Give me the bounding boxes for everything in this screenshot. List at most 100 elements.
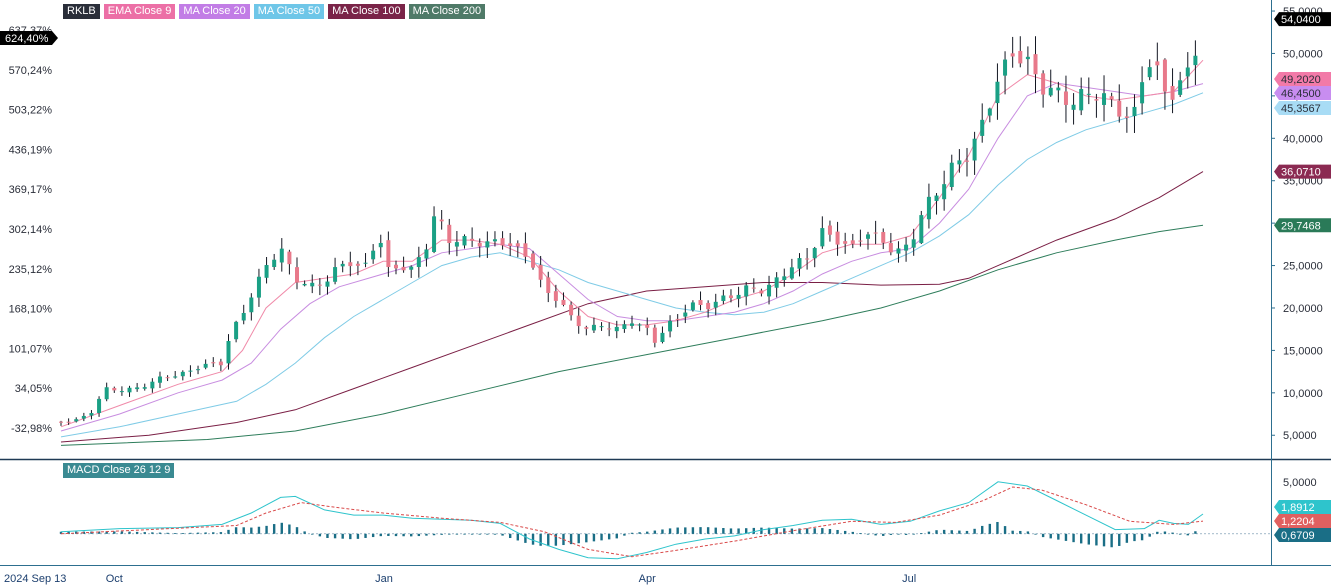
candle-down bbox=[165, 377, 170, 379]
macd-axis-tick: 5,0000 bbox=[1283, 477, 1317, 489]
legend-item-ma-close-100[interactable]: MA Close 100 bbox=[328, 4, 405, 19]
candle-down bbox=[751, 287, 756, 289]
candle-down bbox=[607, 328, 612, 330]
ma200-value-tag-bg bbox=[1274, 218, 1331, 233]
histogram-value-tag-bg bbox=[1274, 528, 1331, 542]
macd-histogram-bar bbox=[326, 533, 329, 538]
macd-histogram-bar bbox=[303, 531, 306, 534]
macd-histogram-bar bbox=[1133, 533, 1136, 542]
macd-histogram-bar bbox=[607, 533, 611, 540]
candle-up bbox=[744, 285, 749, 297]
ma20-value-tag: 46,4500 bbox=[1281, 88, 1321, 100]
macd-histogram-bar bbox=[250, 527, 253, 534]
legend-item-ma-close-50[interactable]: MA Close 50 bbox=[253, 4, 325, 19]
ma20-value-tag-bg bbox=[1274, 86, 1331, 100]
macd-histogram-bar bbox=[486, 533, 489, 535]
candle-down bbox=[218, 361, 223, 366]
candle-up bbox=[926, 196, 931, 220]
candle-up bbox=[774, 277, 779, 288]
macd-histogram-bar bbox=[288, 524, 291, 534]
macd-histogram-bar bbox=[1026, 531, 1030, 534]
macd-histogram-bar bbox=[204, 532, 207, 534]
candle-down bbox=[1063, 91, 1068, 105]
candle-up bbox=[1025, 56, 1030, 60]
macd-legend[interactable]: MACD Close 26 12 9 bbox=[63, 463, 175, 478]
macd-value-tag: 1,8912 bbox=[1281, 502, 1315, 514]
ma200-line bbox=[60, 224, 1204, 446]
candle-up bbox=[1102, 93, 1107, 105]
macd-histogram-bar bbox=[1057, 533, 1060, 540]
macd-histogram-bar bbox=[752, 527, 756, 534]
candle-down bbox=[401, 266, 406, 271]
macd-histogram-bar bbox=[1186, 533, 1189, 536]
macd-histogram-bar bbox=[318, 533, 322, 537]
candle-up bbox=[81, 415, 86, 419]
macd-histogram-bar bbox=[904, 533, 908, 535]
candle-up bbox=[995, 81, 1000, 104]
candle-up bbox=[462, 236, 467, 246]
candle-up bbox=[150, 381, 155, 389]
candle-down bbox=[675, 318, 680, 320]
candle-up bbox=[949, 162, 954, 187]
macd-histogram-bar bbox=[113, 531, 116, 534]
macd-histogram-bar bbox=[554, 533, 558, 546]
candle-down bbox=[1109, 96, 1114, 100]
macd-histogram-bar bbox=[805, 528, 809, 534]
legend-item-rklb[interactable]: RKLB bbox=[63, 4, 100, 19]
ema9-value-tag: 49,2020 bbox=[1281, 74, 1321, 86]
legend-item-ema-close-9[interactable]: EMA Close 9 bbox=[103, 4, 176, 19]
candle-down bbox=[576, 315, 581, 327]
candle-up bbox=[1147, 67, 1152, 78]
current-percent-tag-bg bbox=[0, 31, 58, 45]
macd-histogram-bar bbox=[1072, 533, 1075, 543]
candle-down bbox=[1155, 61, 1160, 66]
macd-histogram-bar bbox=[234, 527, 238, 534]
candle-up bbox=[378, 242, 383, 248]
candle-up bbox=[333, 267, 338, 282]
macd-histogram-bar bbox=[364, 533, 367, 538]
macd-histogram-bar bbox=[920, 533, 923, 534]
candle-up bbox=[363, 262, 368, 264]
candle-up bbox=[896, 248, 901, 254]
candle-down bbox=[1094, 99, 1099, 101]
macd-histogram-bar bbox=[927, 531, 931, 534]
macd-histogram-bar bbox=[996, 521, 999, 534]
candle-up bbox=[173, 376, 178, 378]
time-axis-label: 2024 Sep 13 bbox=[4, 573, 66, 585]
price-axis-tick: 50,0000 bbox=[1283, 48, 1323, 60]
candle-up bbox=[713, 301, 718, 308]
candle-up bbox=[820, 228, 825, 247]
macd-histogram-bar bbox=[425, 533, 428, 536]
macd-histogram-bar bbox=[105, 531, 108, 534]
candle-up bbox=[1132, 106, 1137, 117]
ma50-value-tag-bg bbox=[1274, 101, 1331, 115]
candle-down bbox=[386, 240, 391, 268]
legend-item-ma-close-200[interactable]: MA Close 200 bbox=[408, 4, 486, 19]
macd-histogram-bar bbox=[371, 533, 375, 538]
macd-histogram-bar bbox=[577, 533, 580, 544]
ma100-line bbox=[60, 171, 1204, 443]
percent-axis-tick: 235,12% bbox=[9, 264, 53, 276]
candle-up bbox=[424, 249, 429, 259]
candle-down bbox=[211, 362, 216, 364]
time-axis-label: Oct bbox=[106, 573, 123, 585]
percent-axis-tick: 34,05% bbox=[15, 383, 53, 395]
macd-histogram-bar bbox=[448, 533, 451, 535]
macd-histogram-bar bbox=[1148, 533, 1151, 537]
macd-histogram-bar bbox=[508, 533, 512, 539]
macd-histogram-bar bbox=[158, 532, 162, 534]
ma100-value-tag: 36,0710 bbox=[1281, 167, 1321, 179]
macd-histogram-bar bbox=[1019, 530, 1022, 534]
time-axis-label: Apr bbox=[639, 573, 656, 585]
macd-histogram-bar bbox=[1156, 531, 1159, 534]
macd-histogram-bar bbox=[950, 530, 953, 534]
macd-histogram-bar bbox=[836, 529, 839, 534]
legend-item-ma-close-20[interactable]: MA Close 20 bbox=[179, 4, 250, 19]
candle-up bbox=[668, 320, 673, 332]
candle-up bbox=[226, 340, 231, 364]
candle-down bbox=[706, 302, 711, 310]
candle-up bbox=[279, 248, 284, 263]
candle-down bbox=[1162, 59, 1167, 92]
candle-up bbox=[789, 267, 794, 279]
macd-histogram-bar bbox=[470, 533, 474, 535]
